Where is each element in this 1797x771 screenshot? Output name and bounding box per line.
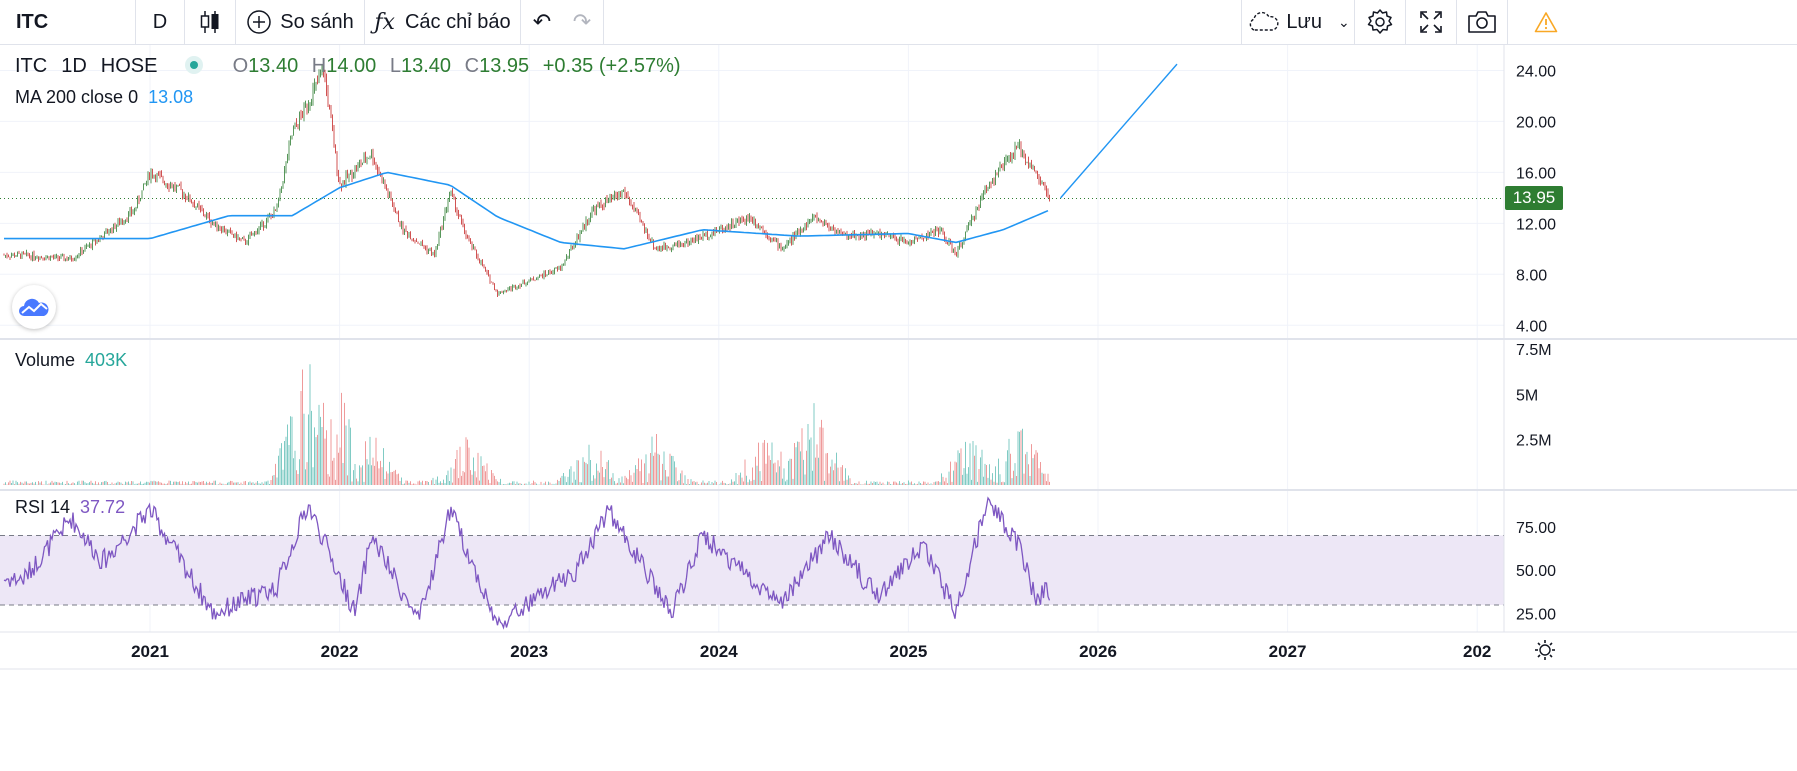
time-axis-settings-icon[interactable] bbox=[1535, 640, 1555, 660]
fullscreen-button[interactable] bbox=[1406, 0, 1456, 44]
axis-labels: 24.00 20.00 16.00 12.00 8.00 4.00 7.5M 5M 2.5M 75… bbox=[1516, 63, 1556, 623]
price-axis-label: 4.00 bbox=[1516, 318, 1547, 335]
price-axis-label: 8.00 bbox=[1516, 267, 1547, 284]
rsi-legend[interactable]: RSI 14 37.72 bbox=[15, 497, 125, 518]
time-axis-label: 2026 bbox=[1079, 642, 1117, 661]
function-icon: ƒx bbox=[374, 9, 395, 35]
time-axis-label: 2021 bbox=[131, 642, 169, 661]
interval-label: D bbox=[152, 10, 168, 33]
ohlc-high-key: H bbox=[311, 55, 327, 77]
screenshot-button[interactable] bbox=[1457, 0, 1507, 44]
redo-icon: ↷ bbox=[572, 9, 592, 34]
volume-legend[interactable]: Volume 403K bbox=[15, 350, 127, 371]
rsi-axis-label: 75.00 bbox=[1516, 520, 1556, 537]
undo-icon: ↶ bbox=[532, 9, 552, 34]
cloud-logo-icon bbox=[19, 298, 49, 316]
legend-interval: 1D bbox=[61, 55, 87, 77]
fullscreen-icon bbox=[1420, 11, 1442, 33]
ma-value: 13.08 bbox=[148, 87, 194, 107]
plus-circle-icon bbox=[247, 10, 272, 34]
ohlc-open-value: 13.40 bbox=[248, 55, 299, 77]
ohlc-change-value: +0.35 (+2.57%) bbox=[542, 55, 681, 77]
ma-legend[interactable]: MA 200 close 0 13.08 bbox=[15, 87, 193, 108]
ohlc-open-key: O bbox=[232, 55, 249, 77]
save-label: Lưu bbox=[1286, 10, 1322, 33]
chevron-down-icon: ⌄ bbox=[1337, 13, 1350, 30]
time-axis-label: 2024 bbox=[700, 642, 738, 661]
legend-symbol: ITC bbox=[15, 55, 48, 77]
compare-label: So sánh bbox=[280, 10, 354, 33]
rsi-value: 37.72 bbox=[80, 497, 126, 517]
price-axis-label: 12.00 bbox=[1516, 216, 1556, 233]
time-axis-label: 2025 bbox=[889, 642, 927, 661]
time-axis-label: 202 bbox=[1463, 642, 1491, 661]
camera-icon bbox=[1468, 11, 1496, 33]
legend-exchange: HOSE bbox=[100, 55, 158, 77]
volume-axis-label: 5M bbox=[1516, 387, 1538, 404]
top-toolbar: ITC D So sánh ƒx Các chỉ báo ↶ ↷ bbox=[0, 0, 1797, 45]
indicators-button[interactable]: ƒx Các chỉ báo bbox=[365, 0, 520, 44]
main-legend: ITC 1D HOSE O13.40 H14.00 L13.40 C13.95 +0… bbox=[15, 55, 681, 78]
rsi-axis-label: 50.00 bbox=[1516, 563, 1556, 580]
trend-line-drawing[interactable] bbox=[1060, 63, 1178, 199]
volume-value: 403K bbox=[85, 350, 128, 370]
cloud-icon bbox=[1250, 11, 1279, 31]
tradingview-logo[interactable] bbox=[12, 285, 56, 329]
gear-icon bbox=[1367, 9, 1393, 34]
warning-button[interactable] bbox=[1518, 0, 1574, 44]
symbol-search-button[interactable]: ITC bbox=[0, 0, 135, 44]
market-status-icon[interactable] bbox=[185, 56, 204, 74]
interval-button[interactable]: D bbox=[136, 0, 184, 44]
volume-axis-label: 2.5M bbox=[1516, 433, 1552, 450]
price-candles bbox=[3, 64, 1050, 298]
price-axis-label: 24.00 bbox=[1516, 63, 1556, 80]
save-button[interactable]: Lưu ⌄ bbox=[1242, 0, 1354, 44]
volume-bars bbox=[3, 364, 1050, 485]
time-axis-label: 2023 bbox=[510, 642, 548, 661]
ohlc-low-value: 13.40 bbox=[401, 55, 452, 77]
rsi-level-lines bbox=[0, 534, 1504, 606]
rsi-band bbox=[0, 535, 1504, 605]
symbol-label: ITC bbox=[16, 10, 49, 33]
ohlc-low-key: L bbox=[389, 55, 401, 77]
ma-200-line bbox=[4, 171, 1049, 250]
settings-button[interactable] bbox=[1355, 0, 1405, 44]
undo-button[interactable]: ↶ bbox=[522, 0, 562, 44]
ohlc-high-value: 14.00 bbox=[326, 55, 377, 77]
candles-icon bbox=[200, 11, 219, 33]
price-axis-label: 16.00 bbox=[1516, 165, 1556, 182]
ohlc-close-key: C bbox=[464, 55, 480, 77]
volume-axis-label: 7.5M bbox=[1516, 342, 1552, 359]
rsi-line bbox=[3, 496, 1051, 630]
time-axis-label: 2027 bbox=[1269, 642, 1307, 661]
compare-button[interactable]: So sánh bbox=[236, 0, 364, 44]
rsi-label: RSI 14 bbox=[15, 497, 71, 517]
rsi-axis-label: 25.00 bbox=[1516, 607, 1556, 624]
volume-label: Volume bbox=[15, 350, 76, 370]
ma-label: MA 200 close 0 bbox=[15, 87, 139, 107]
warning-icon bbox=[1534, 12, 1558, 33]
time-axis-label: 2022 bbox=[321, 642, 359, 661]
chart-type-button[interactable] bbox=[185, 0, 235, 44]
redo-button[interactable]: ↷ bbox=[562, 0, 602, 44]
chart-canvas[interactable]: 24.00 20.00 16.00 12.00 8.00 4.00 7.5M 5M 2.5M 75… bbox=[0, 45, 1797, 771]
last-price-tag: 13.95 bbox=[1505, 185, 1563, 210]
indicators-label: Các chỉ báo bbox=[404, 10, 511, 33]
ohlc-close-value: 13.95 bbox=[479, 55, 530, 77]
price-axis-label: 20.00 bbox=[1516, 114, 1556, 131]
time-axis-labels[interactable]: 2021 2022 2023 2024 2025 2026 2027 202 bbox=[131, 642, 1491, 661]
